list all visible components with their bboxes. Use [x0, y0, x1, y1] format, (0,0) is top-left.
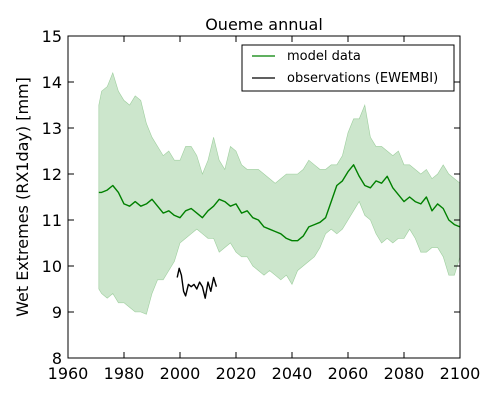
y-tick-label: 10	[42, 257, 62, 276]
x-tick-label: 1960	[48, 364, 89, 383]
legend-label-model: model data	[287, 49, 361, 64]
y-tick-label: 14	[42, 73, 62, 92]
x-tick-label: 1980	[104, 364, 145, 383]
y-tick-label: 11	[42, 211, 62, 230]
x-tick-label: 2000	[160, 364, 201, 383]
chart-title: Oueme annual	[205, 15, 323, 34]
x-tick-label: 2020	[216, 364, 257, 383]
model-range-band	[98, 71, 461, 315]
x-tick-label: 2040	[272, 364, 313, 383]
x-tick-label: 2100	[440, 364, 481, 383]
x-tick-label: 2060	[328, 364, 369, 383]
legend-box	[241, 44, 455, 92]
axes-frame	[67, 35, 461, 359]
y-tick-label: 15	[42, 27, 62, 46]
plot-area	[98, 71, 461, 315]
legend: model data observations (EWEMBI)	[241, 44, 455, 92]
legend-label-observations: observations (EWEMBI)	[287, 71, 438, 86]
y-tick-label: 8	[52, 349, 62, 368]
x-tick-label: 2080	[384, 364, 425, 383]
y-tick-label: 12	[42, 165, 62, 184]
series-line-observations	[176, 267, 218, 299]
y-tick-label: 13	[42, 119, 62, 138]
series-line-model-data	[98, 164, 461, 242]
axis-ticks: 1960 1980 2000 2020 2040 2060 2080 2100 8 9 10 11 12…	[42, 27, 481, 383]
y-tick-label: 9	[52, 303, 62, 322]
y-axis-label: Wet Extremes (RX1day) [mm]	[13, 77, 32, 317]
